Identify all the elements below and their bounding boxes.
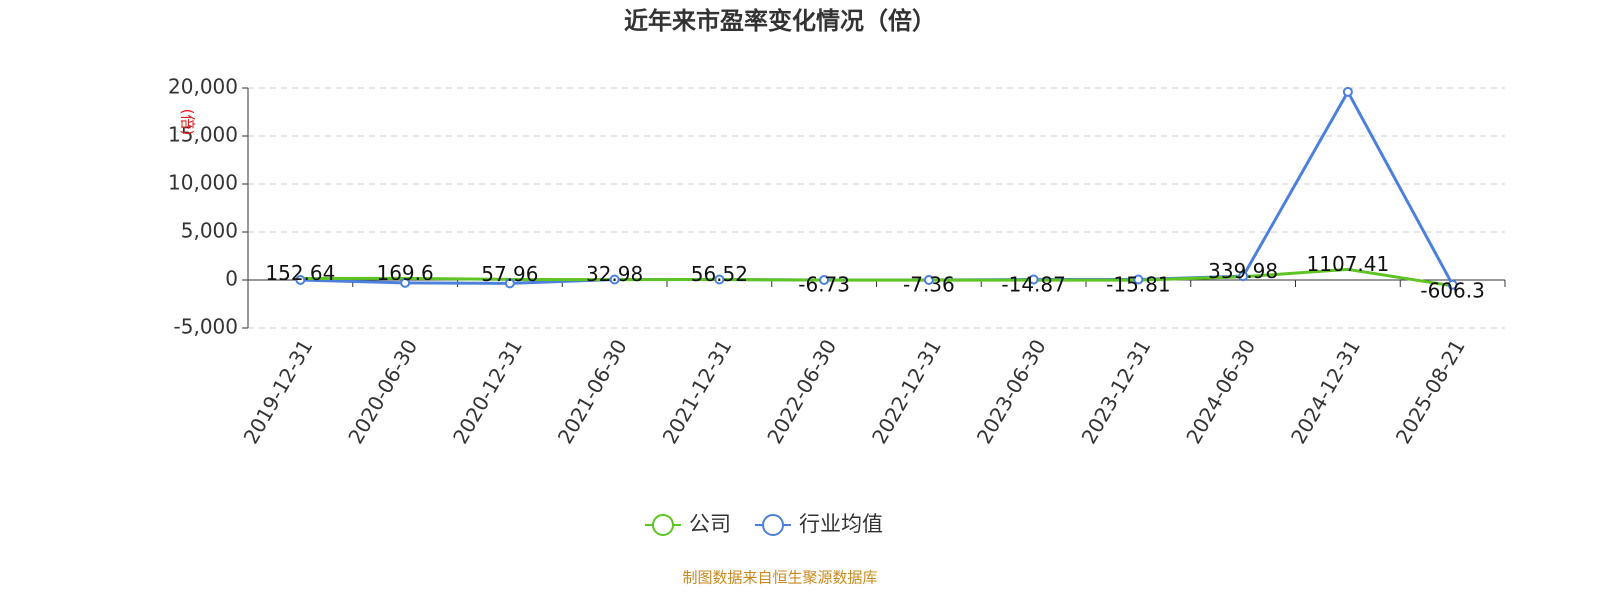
data-label: -15.81 <box>1106 273 1170 297</box>
x-tick-label: 2020-12-31 <box>448 335 527 448</box>
point <box>1133 274 1144 285</box>
point <box>609 274 620 285</box>
x-tick-label: 2024-06-30 <box>1181 335 1260 448</box>
data-label: 152.64 <box>265 261 335 285</box>
y-tick-label: -5,000 <box>174 315 238 339</box>
data-label: 57.96 <box>481 262 538 286</box>
y-tick-label: 0 <box>225 267 238 291</box>
x-tick-label: 2024-12-31 <box>1286 335 1365 448</box>
x-tick-label: 2023-06-30 <box>972 335 1051 448</box>
chart-title: 近年来市盈率变化情况（倍） <box>624 7 936 35</box>
x-tick-label: 2022-06-30 <box>762 335 841 448</box>
data-label: 56.52 <box>691 262 748 286</box>
data-label: 169.6 <box>376 261 433 285</box>
series-line <box>300 88 1454 286</box>
legend-marker <box>652 514 674 536</box>
x-tick-label: 2019-12-31 <box>239 335 318 448</box>
data-label: 32.98 <box>586 262 643 286</box>
series-line <box>300 267 1453 288</box>
y-tick-label: 20,000 <box>168 75 238 99</box>
legend-item: 公司 <box>645 512 731 536</box>
data-label: 339.98 <box>1208 259 1278 283</box>
legend-label: 行业均值 <box>799 512 883 536</box>
x-tick-label: 2025-08-21 <box>1391 335 1470 448</box>
data-label: 1107.41 <box>1307 252 1390 276</box>
data-label: -14.87 <box>1001 273 1065 297</box>
point <box>504 278 515 289</box>
point <box>295 275 306 285</box>
x-tick-label: 2023-12-31 <box>1077 335 1156 448</box>
x-tick-label: 2020-06-30 <box>343 335 422 448</box>
point <box>923 275 934 285</box>
y-tick-label: 15,000 <box>168 123 238 147</box>
y-axis-label: (倍) <box>179 109 197 136</box>
x-tick-label: 2022-12-31 <box>867 335 946 448</box>
source-note: 制图数据来自恒生聚源数据库 <box>682 569 877 587</box>
point <box>1238 271 1249 282</box>
data-label: -7.36 <box>903 273 955 297</box>
point <box>1342 86 1353 97</box>
point <box>1447 279 1458 290</box>
point <box>819 275 830 285</box>
y-tick-label: 5,000 <box>181 219 238 243</box>
y-tick-label: 10,000 <box>168 171 238 195</box>
legend-item: 行业均值 <box>755 512 883 536</box>
point <box>1028 274 1039 285</box>
data-label: -6.73 <box>798 273 850 297</box>
point <box>714 274 725 285</box>
data-label: -606.3 <box>1420 278 1484 302</box>
legend-label: 公司 <box>689 512 731 536</box>
point <box>400 277 411 288</box>
x-tick-label: 2021-12-31 <box>658 335 737 448</box>
x-tick-label: 2021-06-30 <box>553 335 632 448</box>
legend-marker <box>762 514 784 536</box>
